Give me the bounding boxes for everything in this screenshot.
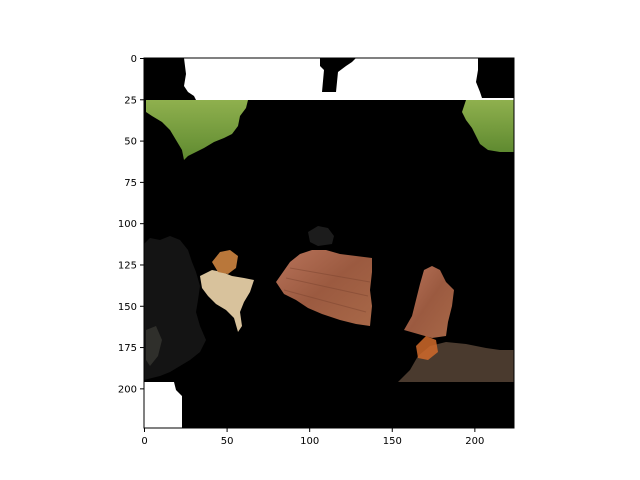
y-tick-label: 25 <box>124 95 137 106</box>
dark-animal-highlight <box>146 326 162 366</box>
wood-grain <box>283 267 371 313</box>
x-tick-label: 200 <box>465 436 484 447</box>
masked-image <box>144 58 514 428</box>
white-region-bottom <box>144 382 182 428</box>
y-tick-label: 200 <box>118 384 137 395</box>
y-tick-label: 0 <box>131 54 137 65</box>
y-tick-label: 125 <box>118 260 137 271</box>
x-tick-label: 100 <box>300 436 319 447</box>
grass-patch-right <box>462 100 514 152</box>
y-tick-label: 50 <box>124 137 137 148</box>
x-tick-label: 50 <box>221 436 234 447</box>
axes-frame <box>143 57 515 429</box>
dark-object-top <box>308 226 334 246</box>
grass-patch-left <box>146 100 248 160</box>
white-region-top <box>184 58 514 100</box>
y-tick-label: 175 <box>118 343 137 354</box>
y-tick-label: 150 <box>118 302 137 313</box>
x-tick-label: 0 <box>141 436 147 447</box>
y-tick-label: 75 <box>124 178 137 189</box>
wood-post-right <box>404 266 454 338</box>
y-tick-label: 100 <box>118 219 137 230</box>
small-animal-head <box>212 250 238 274</box>
x-tick-label: 150 <box>383 436 402 447</box>
fire-glow <box>416 336 438 360</box>
y-axis: 0 25 50 75 100 125 150 175 200 <box>118 54 144 395</box>
small-animal <box>200 270 254 332</box>
x-axis: 0 50 100 150 200 <box>141 428 484 447</box>
